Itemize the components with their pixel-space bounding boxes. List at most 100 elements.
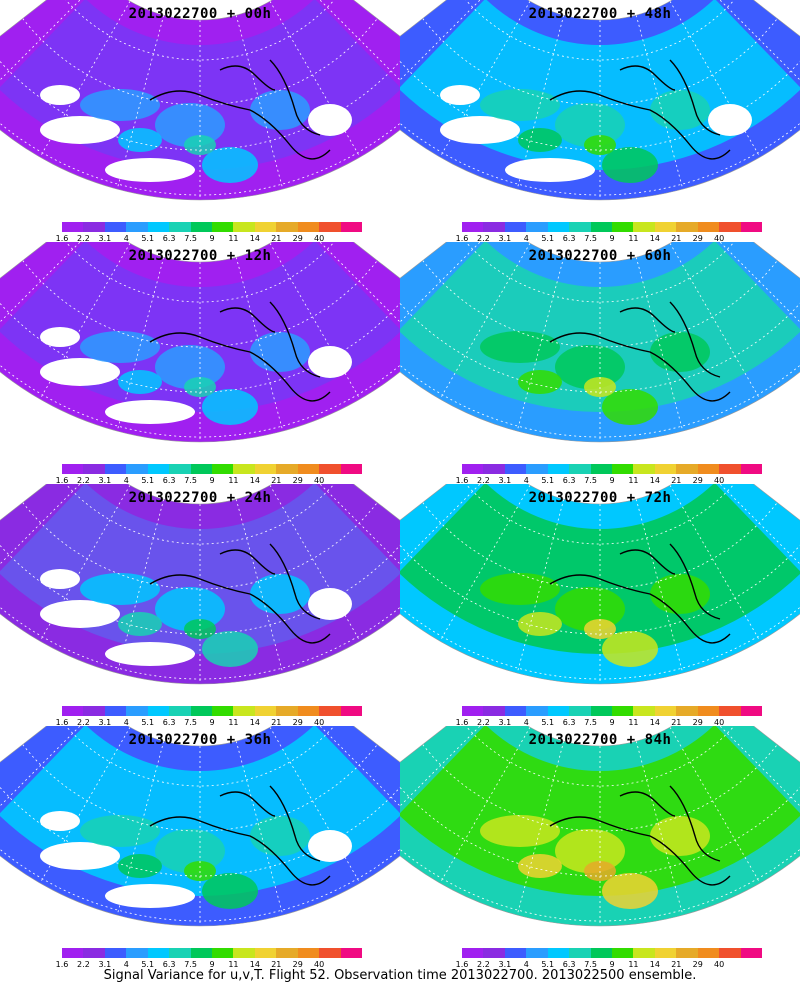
colorbar-segment	[319, 706, 342, 716]
colorbar-tick-label: 7.5	[584, 718, 597, 727]
colorbar-tick-label: 9	[609, 234, 615, 243]
colorbar-tick-label: 1.6	[55, 960, 69, 969]
colorbar-tick-label: 29	[692, 234, 703, 243]
colorbar-segment	[676, 222, 699, 232]
colorbar	[62, 222, 363, 232]
colorbar-segment	[740, 948, 763, 958]
colorbar-segment	[340, 948, 363, 958]
map-outline	[0, 0, 400, 201]
colorbar-segment	[297, 222, 320, 232]
colorbar-tick-label: 5.1	[541, 718, 555, 727]
missing-data-patch	[308, 588, 352, 620]
colorbar-tick-label: 11	[228, 476, 239, 485]
contour-blob	[555, 345, 625, 389]
colorbar	[462, 706, 763, 716]
latitude-line	[400, 364, 800, 438]
map-outline	[400, 242, 800, 443]
contour-blob	[155, 103, 225, 147]
colorbar-tick-label: 7.5	[184, 960, 197, 969]
colorbar-tick-label: 40	[714, 718, 725, 727]
colorbar-segment	[212, 222, 234, 232]
contour-blob	[602, 147, 658, 183]
colorbar-tick-label: 29	[692, 718, 703, 727]
colorbar-segment	[297, 464, 320, 474]
panel-title: 2013022700 + 48h	[528, 6, 672, 22]
map-outline	[400, 726, 800, 927]
colorbar-tick-label: 9	[209, 718, 215, 727]
colorbar-tick-label: 5.1	[141, 234, 155, 243]
longitude-line	[669, 1, 761, 158]
missing-data-patch	[105, 642, 195, 666]
colorbar-tick-label: 21	[271, 476, 282, 485]
colorbar-tick-label: 5.1	[541, 476, 555, 485]
colorbar	[462, 464, 763, 474]
colorbar-tick-label: 4	[123, 718, 129, 727]
colorbar-tick-label: 11	[628, 718, 639, 727]
colorbar-tick-label: 3.1	[498, 960, 512, 969]
contour-blob	[480, 815, 560, 847]
colorbar-segment	[83, 464, 106, 474]
colorbar-tick-label: 4	[123, 234, 129, 243]
missing-data-patch	[40, 569, 80, 589]
colorbar-segment	[297, 706, 320, 716]
colorbar-tick-label: 29	[292, 476, 303, 485]
map-panel: 2013022700 + 84h 1.6 2.2 3.1 4 5.1 6.3 7.5 9 11 14…	[400, 726, 800, 969]
missing-data-patch	[440, 85, 480, 105]
colorbar-segment	[190, 222, 213, 232]
colorbar-segment	[676, 464, 699, 474]
colorbar-tick-label: 3.1	[98, 234, 112, 243]
colorbar-tick-label: 2.2	[477, 234, 490, 243]
colorbar-tick-label: 14	[249, 234, 260, 243]
colorbar-tick-label: 7.5	[184, 476, 197, 485]
colorbar-tick-label: 14	[649, 476, 660, 485]
colorbar-segment	[147, 948, 170, 958]
colorbar-segment	[62, 464, 84, 474]
colorbar-segment	[169, 948, 192, 958]
colorbar-tick-label: 14	[649, 234, 660, 243]
colorbar-segment	[233, 222, 256, 232]
colorbar-segment	[740, 706, 763, 716]
colorbar-tick-label: 4	[523, 960, 529, 969]
colorbar-tick-label: 6.3	[162, 718, 176, 727]
colorbar-segment	[212, 948, 234, 958]
colorbar-segment	[719, 706, 742, 716]
variance-map	[400, 0, 800, 201]
colorbar-segment	[526, 948, 549, 958]
colorbar-segment	[83, 706, 106, 716]
colorbar-ticks: 1.6 2.2 3.1 4 5.1 6.3 7.5 9 11 14 21 29 40	[56, 718, 362, 728]
longitude-line	[400, 484, 481, 565]
colorbar-segment	[276, 706, 299, 716]
contour-blob	[518, 370, 562, 394]
colorbar-tick-label: 11	[628, 234, 639, 243]
colorbar-tick-label: 7.5	[584, 234, 597, 243]
colorbar-tick-label: 6.3	[562, 960, 576, 969]
colorbar-segment	[147, 464, 170, 474]
colorbar-tick-label: 5.1	[541, 234, 555, 243]
colorbar-tick-label: 2.2	[77, 234, 90, 243]
colorbar-tick-label: 9	[609, 476, 615, 485]
colorbar-tick-label: 3.1	[498, 718, 512, 727]
panel-title: 2013022700 + 00h	[128, 6, 272, 22]
colorbar-segment	[697, 464, 720, 474]
colorbar-segment	[190, 948, 213, 958]
colorbar-segment	[719, 948, 742, 958]
colorbar-segment	[254, 948, 277, 958]
colorbar-tick-label: 14	[249, 476, 260, 485]
colorbar-segment	[547, 464, 570, 474]
longitude-line	[235, 15, 284, 190]
contour-blob	[480, 89, 560, 121]
contour-blob	[602, 389, 658, 425]
latitude-line	[0, 364, 400, 438]
colorbar-segment	[190, 464, 213, 474]
colorbar-segment	[504, 464, 527, 474]
colorbar-tick-label: 5.1	[141, 960, 155, 969]
contour-blob	[202, 631, 258, 667]
map-outline	[0, 242, 400, 443]
colorbar-tick-label: 9	[209, 960, 215, 969]
panel-title: 2013022700 + 84h	[528, 732, 672, 748]
longitude-line	[719, 484, 800, 565]
longitude-line	[269, 1, 361, 158]
coastline	[149, 59, 331, 160]
colorbar-segment	[654, 948, 677, 958]
colorbar-segment	[276, 222, 299, 232]
